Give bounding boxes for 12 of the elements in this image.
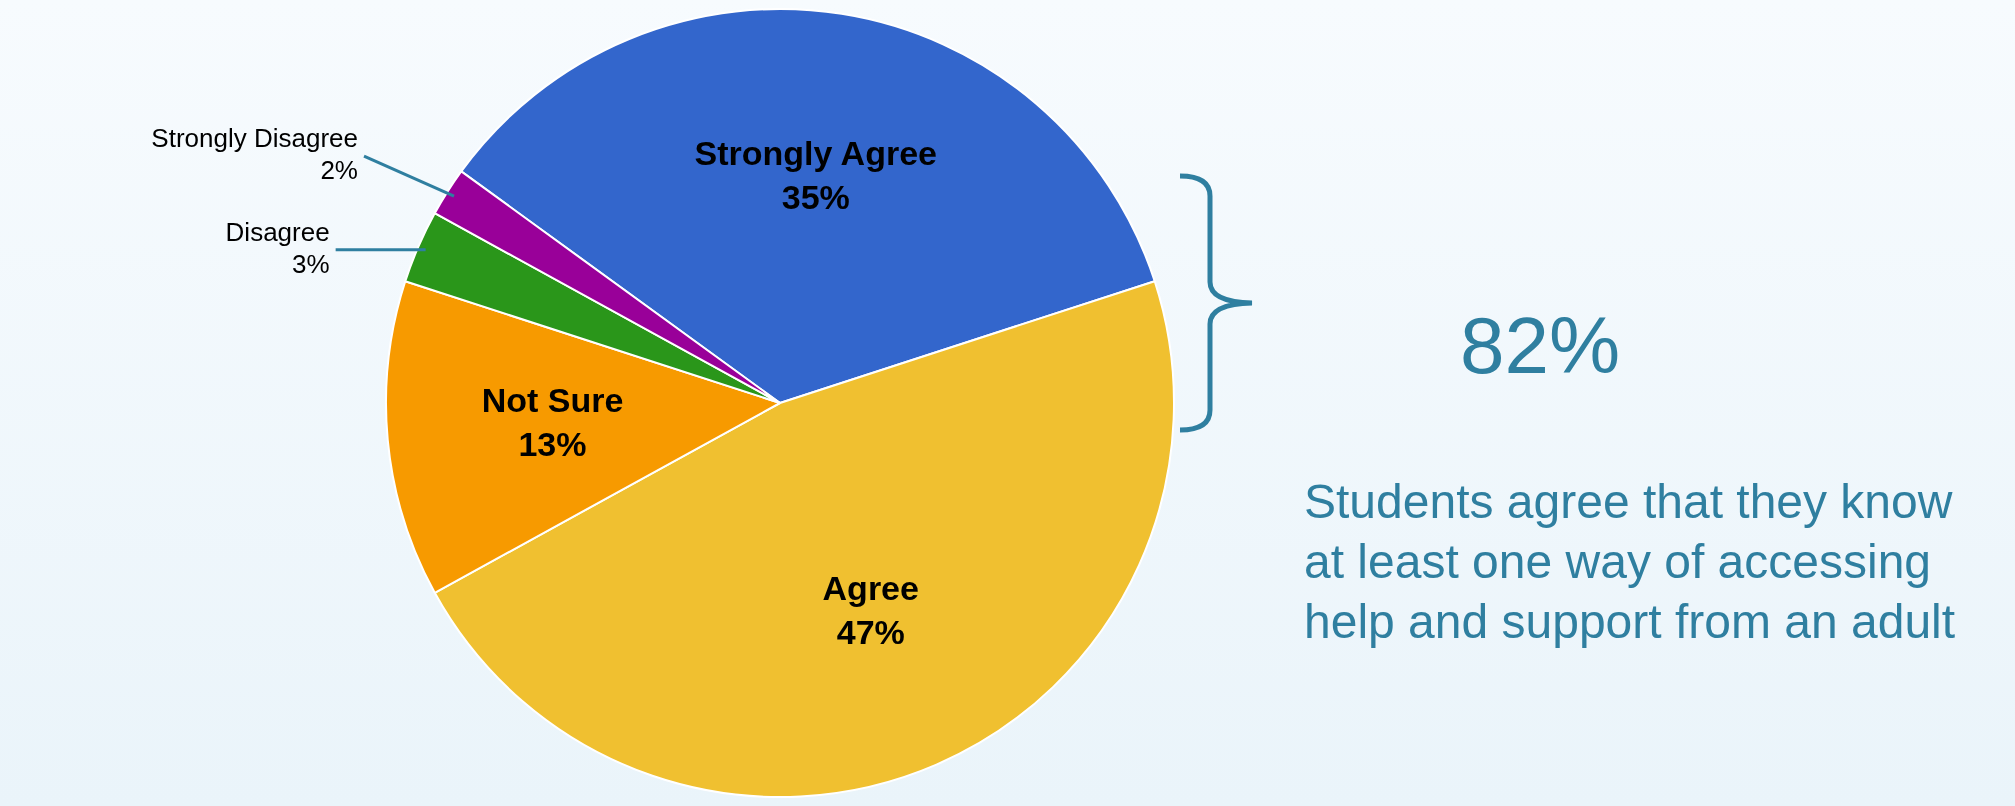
slice-label: Agree <box>822 569 919 608</box>
slice-label: Not Sure <box>481 380 624 419</box>
data-label: 35% <box>781 177 850 216</box>
text: 82% <box>1458 300 1622 392</box>
slice-label: Disagree <box>225 216 330 247</box>
slice-label: Strongly Disagree <box>151 123 358 154</box>
data-label: 47% <box>836 613 905 652</box>
data-label: 3% <box>292 248 330 279</box>
slice-label: Strongly Agree <box>694 133 937 172</box>
data-label: 2% <box>320 155 358 186</box>
data-label: 13% <box>518 424 587 463</box>
text: Students agree that they know at least one way of accessing help and support from an adult <box>1304 474 1957 650</box>
